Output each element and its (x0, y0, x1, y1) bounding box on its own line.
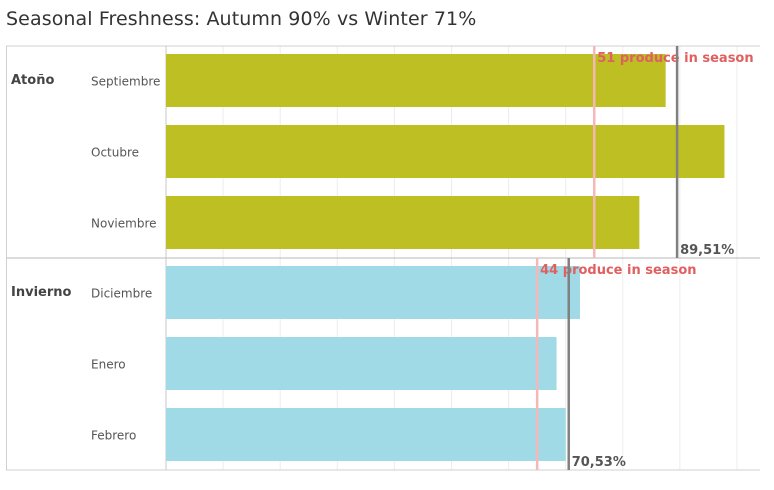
category-label: Diciembre (91, 287, 152, 301)
in-season-label: 51 produce in season (597, 51, 753, 66)
category-label: Septiembre (91, 75, 160, 89)
bar[interactable] (166, 125, 725, 178)
average-label: 70,53% (572, 455, 626, 470)
in-season-label: 44 produce in season (540, 263, 696, 278)
bar[interactable] (166, 408, 566, 461)
category-label: Febrero (91, 429, 136, 443)
bar[interactable] (166, 54, 666, 107)
average-label: 89,51% (680, 243, 734, 258)
category-label: Octubre (91, 146, 139, 160)
bar[interactable] (166, 266, 580, 319)
category-label: Enero (91, 358, 126, 372)
group-label: Invierno (11, 285, 72, 300)
bar[interactable] (166, 337, 557, 390)
chart-title: Seasonal Freshness: Autumn 90% vs Winter… (6, 8, 477, 30)
bar[interactable] (166, 196, 640, 249)
group-label: Atoño (11, 73, 54, 88)
category-label: Noviembre (91, 217, 157, 231)
